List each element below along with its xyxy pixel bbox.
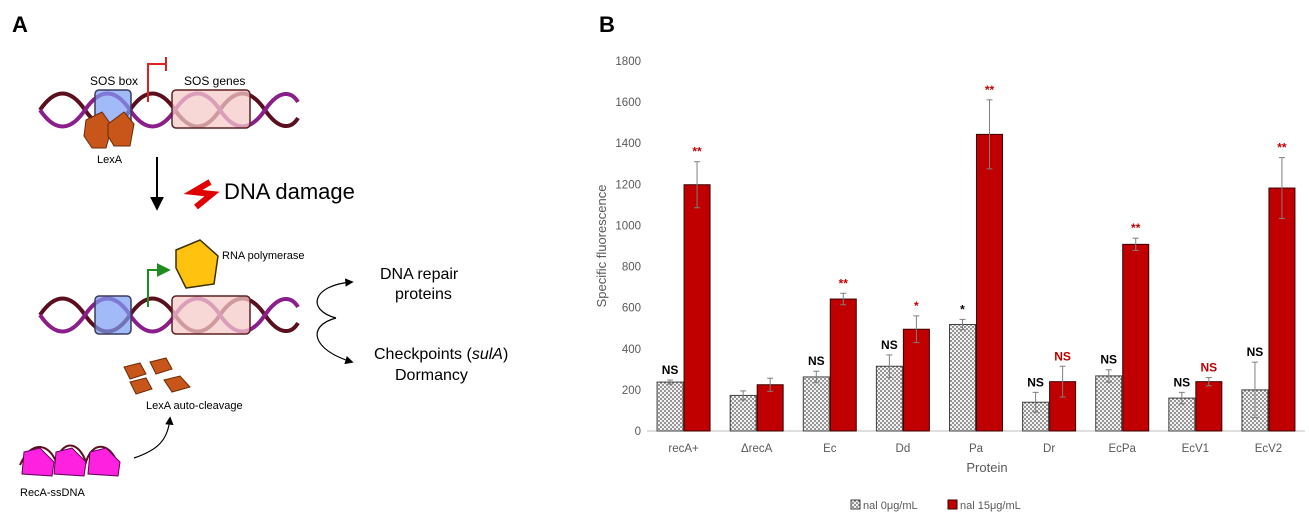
significance-label: ** [839,276,849,290]
y-tick-label: 1600 [615,97,641,109]
significance-label: ** [985,83,995,97]
y-tick-label: 0 [635,426,641,438]
x-tick-label: Pa [969,443,984,455]
y-tick-label: 800 [622,262,641,274]
significance-label: ** [692,145,702,159]
bar-nal15 [829,298,857,432]
bar-nal0 [1095,375,1123,432]
bar-nal0 [802,376,830,432]
legend-label: nal 0μg/mL [863,500,918,512]
legend-swatch [947,499,958,510]
y-tick-label: 600 [622,303,641,315]
bar-nal0 [729,394,757,432]
sos-genes-label: SOS genes [184,74,245,88]
significance-label: NS [1173,375,1190,389]
legend-label: nal 15μg/mL [960,500,1021,512]
bar-nal15 [1268,187,1296,432]
dna-repair-label-line1: DNA repair [380,266,459,283]
arrow-to-checkpoints [316,317,354,365]
bar-nal0 [656,381,684,432]
panel-letter-b: B [599,12,615,37]
significance-label: NS [1200,361,1217,375]
significance-label: * [960,302,965,316]
x-tick-label: Ec [823,443,837,455]
transcription-arrow [147,263,171,307]
y-tick-label: 1800 [615,56,641,68]
bar-nal15 [902,328,930,432]
dna-damage-label: DNA damage [224,179,355,204]
y-tick-label: 1200 [615,179,641,191]
sos-box-region-active [94,295,132,335]
y-tick-label: 200 [622,385,641,397]
dormancy-label: Dormancy [395,367,468,384]
y-tick-label: 1000 [615,220,641,232]
rna-polymerase-label: RNA polymerase [222,250,305,262]
lightning-icon [183,179,220,210]
significance-label: ** [1131,221,1141,235]
reca-ssdna-label: RecA-ssDNA [20,487,85,499]
significance-label: NS [1247,345,1264,359]
significance-label: NS [1027,375,1044,389]
x-tick-label: EcV1 [1182,443,1210,455]
sos-genes-region-active [171,295,251,335]
checkpoints-label: Checkpoints (sulA) [374,346,508,363]
reca-to-lexa-arrow [133,416,174,459]
significance-label: NS [662,363,679,377]
lexa-label: LexA [97,154,123,166]
x-tick-label: ΔrecA [741,443,773,455]
significance-label: * [914,299,919,313]
repression-symbol [147,57,167,102]
lexa-cleavage-label: LexA auto-cleavage [146,400,243,412]
lexa-fragments [123,357,191,395]
lexa-dimer [83,111,135,149]
dna-repair-label-line2: proteins [395,286,452,303]
significance-label: NS [808,354,825,368]
bar-nal15 [1122,243,1150,432]
y-tick-label: 1400 [615,138,641,150]
x-tick-label: recA+ [668,443,699,455]
panel-letter-a: A [12,12,28,37]
bar-nal15 [683,184,711,432]
bar-nal0 [1022,401,1050,432]
sos-box-label: SOS box [90,74,138,88]
y-tick-label: 400 [622,344,641,356]
reca-ssdna-filament [19,444,121,477]
rna-polymerase-shape [175,239,219,289]
bar-nal0 [949,324,976,432]
significance-label: NS [881,338,898,352]
chart-plot-area: 020040060080010001200140016001800NS**rec… [615,56,1305,455]
sos-genes-region [171,89,251,129]
arrow-to-dna-repair [316,278,354,319]
legend-swatch [850,499,861,510]
significance-label: NS [1054,349,1071,363]
significance-label: NS [1100,353,1117,367]
dna-helix-top [38,91,300,129]
x-tick-label: Dd [896,443,911,455]
bar-nal15 [1195,381,1223,432]
x-tick-label: EcPa [1108,443,1136,455]
x-tick-label: EcV2 [1255,443,1283,455]
x-axis-title: Protein [966,460,1007,475]
dna-helix-middle [38,296,300,334]
chart-legend: nal 0μg/mL nal 15μg/mL [850,499,1021,512]
panel-b-chart: B Specific fluorescence Protein 0 200 400 6… [594,12,1305,512]
significance-label: ** [1277,141,1287,155]
y-axis-title: Specific fluorescence [594,185,609,308]
x-tick-label: Dr [1043,443,1055,455]
bar-nal15 [976,133,1003,432]
panel-a-diagram: A SOS box SOS genes LexA DNA damage RNA … [12,12,508,499]
